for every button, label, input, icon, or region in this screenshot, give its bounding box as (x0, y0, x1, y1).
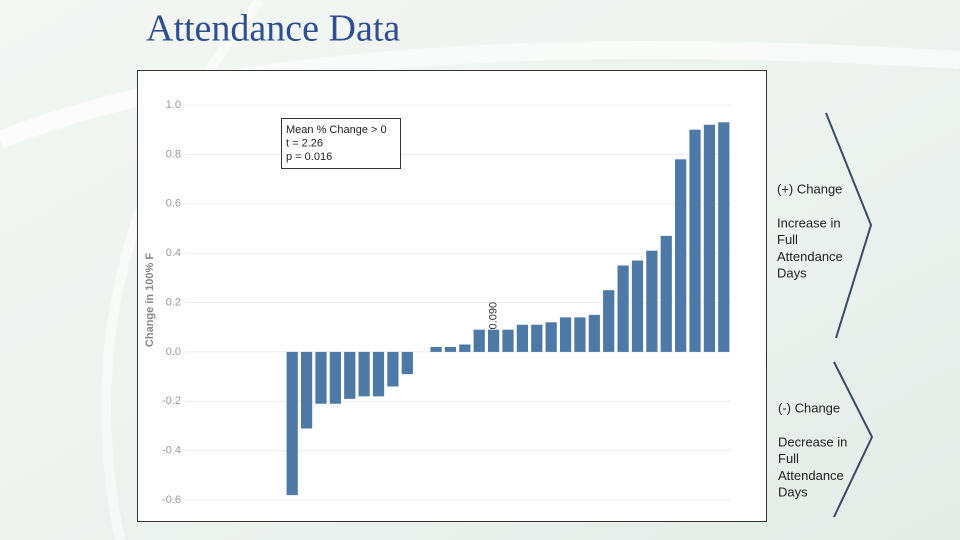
bar (660, 235, 672, 352)
annotation-box (281, 118, 401, 169)
y-tick-label: 0.2 (166, 296, 181, 308)
bar (718, 122, 730, 352)
bar (315, 351, 327, 404)
side-line: Days (777, 266, 807, 281)
bar (516, 324, 528, 352)
chart-frame (137, 70, 767, 522)
y-tick-label: 0.8 (166, 148, 181, 160)
bar (358, 351, 370, 397)
side-line: Full (778, 451, 799, 466)
bar (646, 250, 658, 352)
bar (617, 265, 629, 352)
side-line: Days (778, 485, 808, 500)
bar (574, 317, 586, 352)
bar (344, 351, 356, 399)
side-heading: (+) Change (777, 181, 842, 196)
bar-label: 0.090 (488, 302, 500, 330)
bar (603, 290, 615, 352)
side-heading: (-) Change (778, 400, 840, 415)
plot: 1.0 0.8 0.6 0.4 0.2 0.0 -0.2 -0.4 -0.6 0.090 (162, 99, 731, 506)
bar (401, 351, 413, 375)
bar (488, 329, 500, 352)
bar (444, 346, 457, 352)
annotation-line: p = 0.016 (286, 151, 332, 163)
bar (300, 351, 313, 429)
annotation-line: t = 2.26 (286, 137, 323, 149)
side-line: Full (777, 232, 798, 247)
bar (430, 346, 442, 352)
side-notes: (+) Change Increase in Full Attendance Days (… (777, 181, 847, 499)
y-tick-label: -0.2 (162, 395, 181, 407)
y-tick-label: 0.0 (166, 346, 181, 358)
y-tick-label: 0.4 (166, 247, 181, 259)
side-line: Attendance (777, 249, 843, 264)
bar (286, 351, 298, 496)
slide-title: Attendance Data (146, 8, 400, 50)
bar (473, 329, 485, 352)
bar (329, 351, 341, 404)
side-line: Increase in (777, 215, 841, 230)
y-tick-label: -0.6 (162, 494, 181, 506)
bar (559, 317, 572, 352)
bar (631, 260, 644, 352)
side-line: Decrease in (778, 434, 847, 449)
bar (588, 314, 600, 352)
y-axis-label: Change in 100% F (144, 253, 156, 347)
bar (459, 344, 471, 352)
bar (545, 322, 557, 352)
bar (703, 124, 716, 352)
bar (675, 159, 687, 352)
bracket (825, 112, 873, 339)
bar (372, 351, 385, 397)
bar (689, 129, 701, 352)
swoosh (0, 41, 960, 149)
y-tick-label: -0.4 (162, 445, 181, 457)
bar (531, 324, 543, 352)
bar (502, 329, 514, 352)
annotation: Mean % Change > 0t = 2.26 p = 0.016 (286, 124, 387, 163)
bar (387, 351, 399, 387)
annotation-line: Mean % Change > 0 (286, 124, 387, 136)
side-line: Attendance (778, 468, 844, 483)
bracket (833, 361, 874, 518)
y-tick-label: 0.6 (166, 198, 181, 210)
y-tick-label: 1.0 (166, 99, 181, 111)
